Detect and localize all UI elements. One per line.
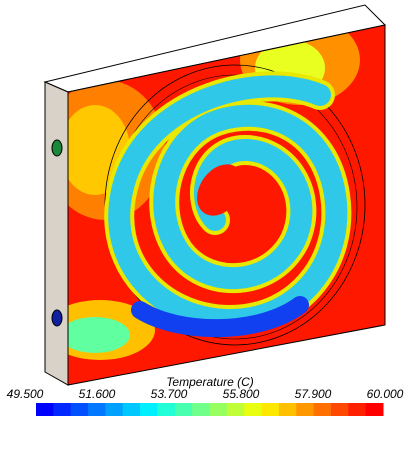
colorbar-swatch xyxy=(296,403,315,416)
colorbar-swatch xyxy=(192,403,210,416)
colorbar-swatch xyxy=(261,403,280,416)
colorbar-swatch xyxy=(365,403,384,416)
colorbar-swatch xyxy=(209,403,228,416)
inlet xyxy=(51,139,63,157)
colorbar-swatch xyxy=(88,403,106,416)
colorbar-swatch xyxy=(330,403,349,416)
colorbar-tick-label: 49.500 xyxy=(7,387,44,401)
front-face xyxy=(68,25,385,385)
colorbar-swatch xyxy=(226,403,245,416)
colorbar-swatch xyxy=(36,403,54,416)
colorbar-tick-label: 60.000 xyxy=(367,387,404,401)
outlet xyxy=(51,309,63,327)
colorbar-swatch xyxy=(348,403,367,416)
colorbar-swatch xyxy=(244,403,263,416)
colorbar-swatch xyxy=(313,403,332,416)
colorbar-swatch xyxy=(105,403,124,416)
colorbar-tick-label: 55.800 xyxy=(223,387,260,401)
colorbar-tick-label: 53.700 xyxy=(151,387,188,401)
front-outline xyxy=(67,24,386,386)
colorbar-swatch xyxy=(278,403,297,416)
colorbar-swatch xyxy=(157,403,176,416)
colorbar-tick-label: 51.600 xyxy=(79,387,116,401)
colorbar-title: Temperature (C) xyxy=(166,375,254,389)
colorbar-swatch xyxy=(174,403,193,416)
colorbar-swatch xyxy=(140,403,158,416)
side-face xyxy=(44,81,69,386)
colorbar-swatch xyxy=(70,403,89,416)
colorbar-swatch xyxy=(53,403,72,416)
colorbar-swatch xyxy=(122,403,141,416)
colorbar-tick-label: 57.900 xyxy=(295,387,332,401)
